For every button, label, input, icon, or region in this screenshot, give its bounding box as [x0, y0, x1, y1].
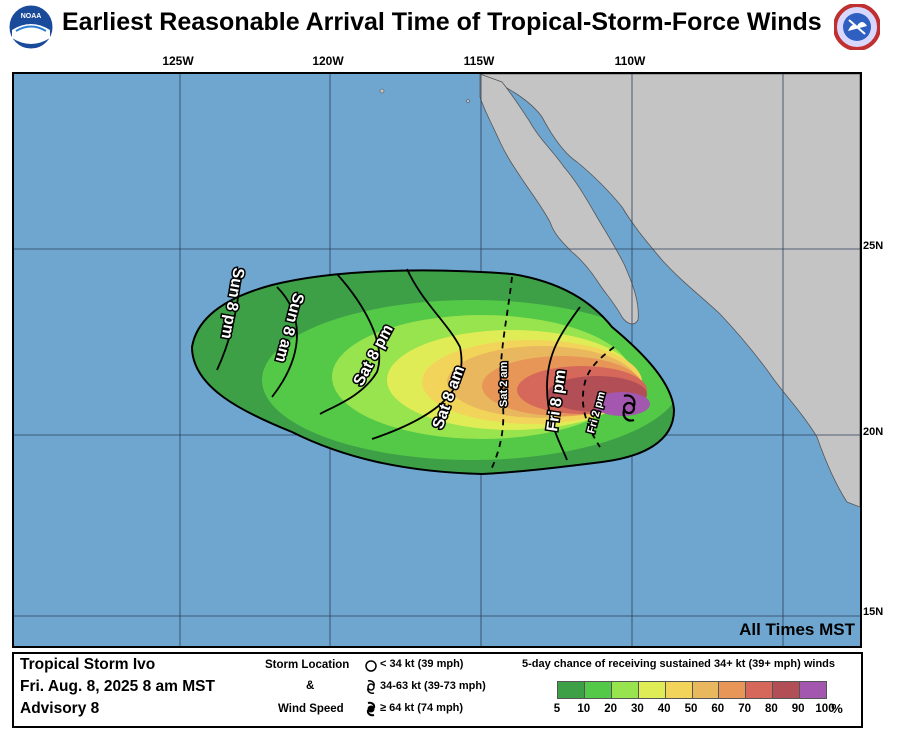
- advisory-number: Advisory 8: [20, 700, 100, 717]
- info-panel: Tropical Storm Ivo Fri. Aug. 8, 2025 8 a…: [12, 652, 863, 728]
- probability-tick-label: 40: [657, 703, 671, 715]
- swath-outline: [190, 269, 676, 476]
- probability-tick-label: 90: [791, 703, 805, 715]
- contour-sat-2am: [489, 276, 513, 473]
- probability-swatch: [558, 682, 585, 698]
- hurricane-symbol-icon: [366, 701, 376, 717]
- probability-swatch: [773, 682, 801, 698]
- probability-swatch: [611, 682, 639, 698]
- probability-tick-label: 80: [764, 703, 778, 715]
- lon-label-120w: 120W: [312, 54, 344, 68]
- probability-swatch: [800, 682, 827, 698]
- lat-label-25n: 25N: [863, 240, 884, 252]
- island: [379, 88, 385, 94]
- probability-swatch: [692, 682, 720, 698]
- contour-fri-2pm: [582, 346, 615, 448]
- lat-label-20n: 20N: [863, 426, 884, 438]
- tropical-storm-legend-icon: [367, 680, 375, 694]
- nws-logo-icon: [834, 4, 880, 50]
- storm-location-label: Storm Location: [265, 659, 350, 671]
- storm-name: Tropical Storm Ivo: [20, 656, 156, 673]
- contour-label-sat-2am: Sat 2 am: [498, 362, 510, 407]
- noaa-logo-icon: NOAA: [8, 4, 54, 50]
- lon-label-110w: 110W: [614, 54, 646, 68]
- contour-sun-8am: [271, 286, 298, 398]
- probability-tick-label: 10: [577, 703, 591, 715]
- advisory-datetime: Fri. Aug. 8, 2025 8 am MST: [20, 678, 215, 695]
- probability-tick-label: 20: [604, 703, 617, 715]
- graticule: [14, 74, 860, 646]
- probability-swatch: [638, 682, 666, 698]
- contour-sat-8pm: [319, 273, 381, 415]
- island: [466, 99, 470, 103]
- probability-tick-label: 50: [684, 703, 698, 715]
- legend-hurricane-text: ≥ 64 kt (74 mph): [380, 702, 464, 714]
- legend-tropical-storm-text: 34-63 kt (39-73 mph): [380, 680, 486, 692]
- lon-label-125w: 125W: [162, 54, 194, 68]
- probability-tick-label: 70: [738, 703, 751, 715]
- wind-speed-label: Wind Speed: [278, 703, 344, 715]
- contour-fri-8pm: [546, 306, 581, 461]
- probability-swatch: [665, 682, 693, 698]
- lon-label-115w: 115W: [463, 54, 495, 68]
- land-mainland-mexico: [479, 74, 860, 508]
- time-zone-note: All Times MST: [739, 620, 855, 639]
- tropical-storm-symbol-icon: [622, 394, 636, 422]
- probability-unit-label: %: [831, 701, 843, 716]
- land-baja-california: [479, 74, 639, 325]
- probability-tick-label: 100: [815, 703, 835, 715]
- probability-color-bar: [557, 681, 827, 699]
- probability-swath: [192, 270, 674, 474]
- legend-depression-text: < 34 kt (39 mph): [380, 658, 464, 670]
- probability-swatch: [746, 682, 774, 698]
- page-title: Earliest Reasonable Arrival Time of Trop…: [62, 8, 822, 36]
- noaa-logo-text: NOAA: [21, 13, 42, 20]
- contour-sat-8am: [371, 268, 463, 440]
- probability-tick-label: 30: [630, 703, 644, 715]
- ampersand-label: &: [306, 680, 315, 692]
- contour-sun-8pm: [216, 281, 241, 371]
- map-panel: Sun 8 pm Sun 8 am Sat 8 pm Sat 8 am Sat …: [12, 72, 862, 648]
- lat-label-15n: 15N: [863, 606, 884, 618]
- probability-swatch: [584, 682, 612, 698]
- probability-legend-title: 5-day chance of receiving sustained 34+ …: [522, 658, 835, 670]
- probability-tick-label: 60: [711, 703, 725, 715]
- probability-tick-label: 5: [553, 703, 561, 715]
- depression-circle-icon: [365, 660, 377, 672]
- probability-swatch: [719, 682, 747, 698]
